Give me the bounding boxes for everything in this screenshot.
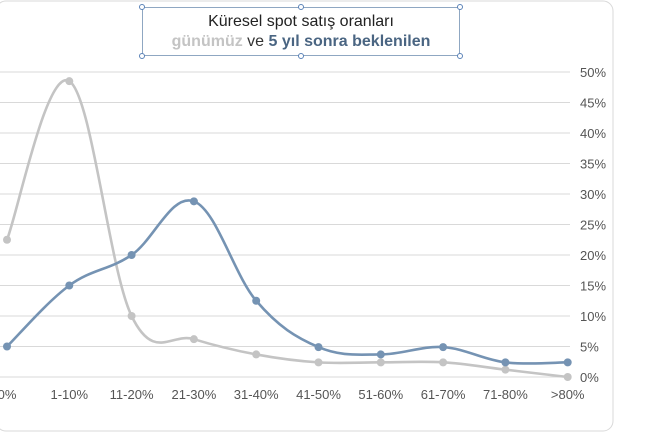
series-2-point	[189, 197, 198, 206]
series-2-point	[252, 296, 261, 305]
chart-border	[0, 0, 614, 432]
series-1-point	[127, 312, 136, 320]
series-2-point	[563, 358, 572, 367]
title-resize-handle-bl[interactable]	[139, 53, 145, 59]
y-tick-label: 0%	[580, 370, 599, 385]
series-2-point	[65, 281, 74, 290]
series-2-point	[314, 343, 323, 352]
chart-title-line2: günümüz ve 5 yıl sonra beklenilen	[143, 32, 459, 52]
x-tick-label: >80%	[551, 387, 585, 402]
x-tick-label: 31-40%	[234, 387, 279, 402]
title-resize-handle-tr[interactable]	[457, 4, 463, 10]
x-tick-label: 21-30%	[171, 387, 216, 402]
series-1-point	[189, 335, 198, 344]
series-1-point	[314, 358, 323, 367]
y-tick-label: 25%	[580, 218, 606, 233]
series-2-point	[376, 350, 385, 359]
y-tick-label: 5%	[580, 340, 599, 355]
series-2-point	[3, 342, 11, 351]
y-tick-label: 45%	[580, 96, 606, 111]
y-tick-label: 10%	[580, 309, 606, 324]
title-today-label: günümüz	[171, 33, 243, 50]
x-tick-label: 0%	[0, 387, 17, 402]
series-1-point	[252, 350, 261, 359]
series-2-point	[127, 251, 136, 259]
y-tick-label: 35%	[580, 157, 606, 172]
series-1-point	[563, 373, 572, 381]
y-tick-label: 15%	[580, 279, 606, 294]
chart-title-line1: Küresel spot satış oranları	[208, 13, 394, 30]
series-2-point	[501, 358, 510, 367]
x-tick-label: 11-20%	[110, 387, 154, 402]
title-resize-handle-br[interactable]	[457, 53, 463, 59]
x-tick-label: 41-50%	[296, 387, 341, 402]
series-line-2	[5, 199, 569, 365]
series-1-point	[439, 358, 448, 367]
title-future-label: 5 yıl sonra beklenilen	[268, 33, 431, 50]
x-tick-label: 1-10%	[51, 387, 89, 402]
series-1-point	[65, 77, 74, 86]
y-tick-label: 20%	[580, 248, 606, 263]
x-tick-label: 51-60%	[358, 387, 403, 402]
x-tick-label: 71-80%	[483, 387, 528, 402]
series-1-point	[3, 235, 11, 244]
title-resize-handle-tl[interactable]	[139, 4, 145, 10]
y-tick-label: 50%	[580, 65, 606, 80]
title-resize-handle-bm[interactable]	[298, 53, 304, 59]
title-resize-handle-tm[interactable]	[298, 4, 304, 10]
y-tick-label: 40%	[580, 126, 606, 141]
x-tick-label: 61-70%	[421, 387, 466, 402]
chart-title-box[interactable]: Küresel spot satış oranları günümüz ve 5…	[142, 7, 460, 56]
series-1-point	[376, 358, 385, 367]
series-2-point	[439, 343, 448, 352]
y-tick-label: 30%	[580, 187, 606, 202]
series-1-point	[501, 365, 510, 374]
title-and-label: ve	[247, 33, 265, 50]
